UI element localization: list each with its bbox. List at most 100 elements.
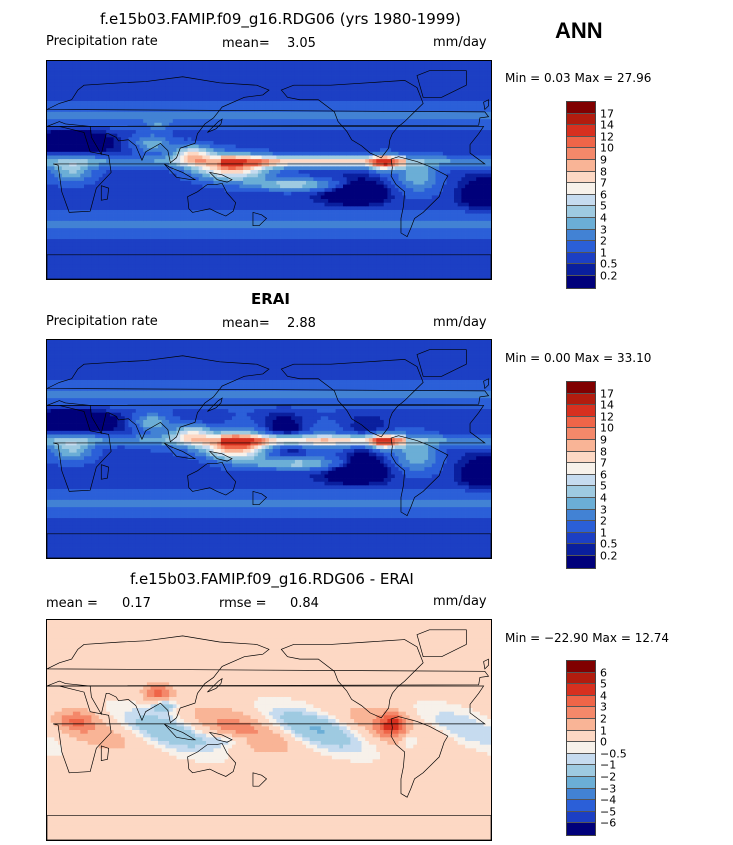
coastline xyxy=(208,731,233,743)
coastline xyxy=(47,685,486,774)
coastline xyxy=(208,450,233,462)
coastline xyxy=(163,723,197,741)
colorbar-swatch xyxy=(567,811,595,824)
colorbar-swatch xyxy=(567,428,595,440)
colorbar-swatch xyxy=(567,416,595,429)
colorbar-tick-label: 6 xyxy=(600,468,607,481)
panel-2-units: mm/day xyxy=(433,315,487,330)
colorbar-swatch xyxy=(567,742,595,754)
colorbar-swatch xyxy=(567,382,595,394)
colorbar-tick-label: 17 xyxy=(600,387,614,400)
colorbar-swatch xyxy=(567,264,595,276)
coastline xyxy=(163,442,197,460)
panel-2-title: ERAI xyxy=(251,290,290,308)
coastline xyxy=(187,743,237,777)
colorbar-tick-label: 0.2 xyxy=(600,550,618,563)
panel-2-colorbar xyxy=(566,381,596,569)
coastline xyxy=(280,359,424,438)
colorbar-swatch xyxy=(567,776,595,789)
panel-3-title: f.e15b03.FAMIP.f09_g16.RDG06 - ERAI xyxy=(130,570,414,588)
coastline xyxy=(47,254,491,279)
colorbar-swatch xyxy=(567,113,595,126)
colorbar-swatch xyxy=(567,194,595,207)
panel-1-variable-label: Precipitation rate xyxy=(46,34,158,49)
colorbar-swatch xyxy=(567,672,595,685)
colorbar-tick-label: 5 xyxy=(600,200,607,213)
colorbar-swatch xyxy=(567,509,595,522)
colorbar-tick-label: 2 xyxy=(600,515,607,528)
panel-3-mean-value: 0.17 xyxy=(122,596,151,611)
colorbar-swatch xyxy=(567,800,595,812)
colorbar-tick-label: −0.5 xyxy=(600,747,627,760)
panel-1-colorbar xyxy=(566,101,596,289)
panel-3-rmse-value: 0.84 xyxy=(290,596,319,611)
colorbar-swatch xyxy=(567,405,595,417)
coastline xyxy=(207,118,223,133)
colorbar-swatch xyxy=(567,486,595,498)
colorbar-tick-label: 3 xyxy=(600,223,607,236)
colorbar-swatch xyxy=(567,275,595,288)
colorbar-tick-label: 7 xyxy=(600,457,607,470)
coastline xyxy=(47,126,486,213)
panel-3-minmax: Min = −22.90 Max = 12.74 xyxy=(505,631,669,645)
coastline xyxy=(100,464,110,480)
coastline xyxy=(207,397,223,412)
colorbar-tick-label: 8 xyxy=(600,165,607,178)
panel-3-mean-label: mean = xyxy=(46,596,98,611)
colorbar-tick-label: 8 xyxy=(600,445,607,458)
coastline xyxy=(252,772,268,787)
colorbar-swatch xyxy=(567,684,595,696)
colorbar-tick-label: 14 xyxy=(600,119,614,132)
colorbar-tick-label: 3 xyxy=(600,701,607,714)
colorbar-tick-label: 4 xyxy=(600,212,607,225)
colorbar-tick-label: 9 xyxy=(600,434,607,447)
colorbar-swatch xyxy=(567,474,595,487)
coastline xyxy=(47,355,490,443)
colorbar-swatch xyxy=(567,463,595,475)
coastline xyxy=(208,171,233,183)
coastline xyxy=(100,185,110,201)
colorbar-tick-label: 0.5 xyxy=(600,538,618,551)
coastline xyxy=(252,490,268,506)
colorbar-swatch xyxy=(567,753,595,766)
colorbar-tick-label: 4 xyxy=(600,689,607,702)
colorbar-tick-label: 0 xyxy=(600,736,607,749)
colorbar-swatch xyxy=(567,102,595,114)
panel-2-variable-label: Precipitation rate xyxy=(46,314,158,329)
colorbar-swatch xyxy=(567,136,595,149)
coastline xyxy=(390,156,449,238)
coastline xyxy=(483,658,489,670)
colorbar-tick-label: 0.5 xyxy=(600,258,618,271)
colorbar-swatch xyxy=(567,532,595,545)
colorbar-tick-label: 10 xyxy=(600,422,614,435)
colorbar-swatch xyxy=(567,788,595,801)
colorbar-tick-label: −6 xyxy=(600,817,616,830)
coastline xyxy=(416,629,467,658)
colorbar-swatch xyxy=(567,393,595,406)
colorbar-swatch xyxy=(567,544,595,556)
colorbar-swatch xyxy=(567,183,595,195)
panel-2-minmax: Min = 0.00 Max = 33.10 xyxy=(505,351,651,365)
colorbar-tick-label: 5 xyxy=(600,678,607,691)
colorbar-swatch xyxy=(567,707,595,719)
season-label: ANN xyxy=(555,18,603,44)
panel-2-map xyxy=(46,339,492,559)
colorbar-tick-label: 0.2 xyxy=(600,270,618,283)
colorbar-tick-label: 2 xyxy=(600,713,607,726)
colorbar-tick-label: 1 xyxy=(600,246,607,259)
colorbar-swatch xyxy=(567,148,595,160)
colorbar-swatch xyxy=(567,695,595,708)
colorbar-swatch xyxy=(567,217,595,230)
coastline xyxy=(187,182,237,217)
coastline xyxy=(163,163,197,181)
coastline xyxy=(483,99,489,111)
panel-3-units: mm/day xyxy=(433,594,487,609)
colorbar-swatch xyxy=(567,497,595,510)
colorbar-swatch xyxy=(567,439,595,452)
colorbar-swatch xyxy=(567,718,595,731)
colorbar-swatch xyxy=(567,125,595,137)
colorbar-swatch xyxy=(567,171,595,184)
coastline xyxy=(280,639,424,719)
coastline xyxy=(416,70,467,98)
colorbar-tick-label: −2 xyxy=(600,771,616,784)
